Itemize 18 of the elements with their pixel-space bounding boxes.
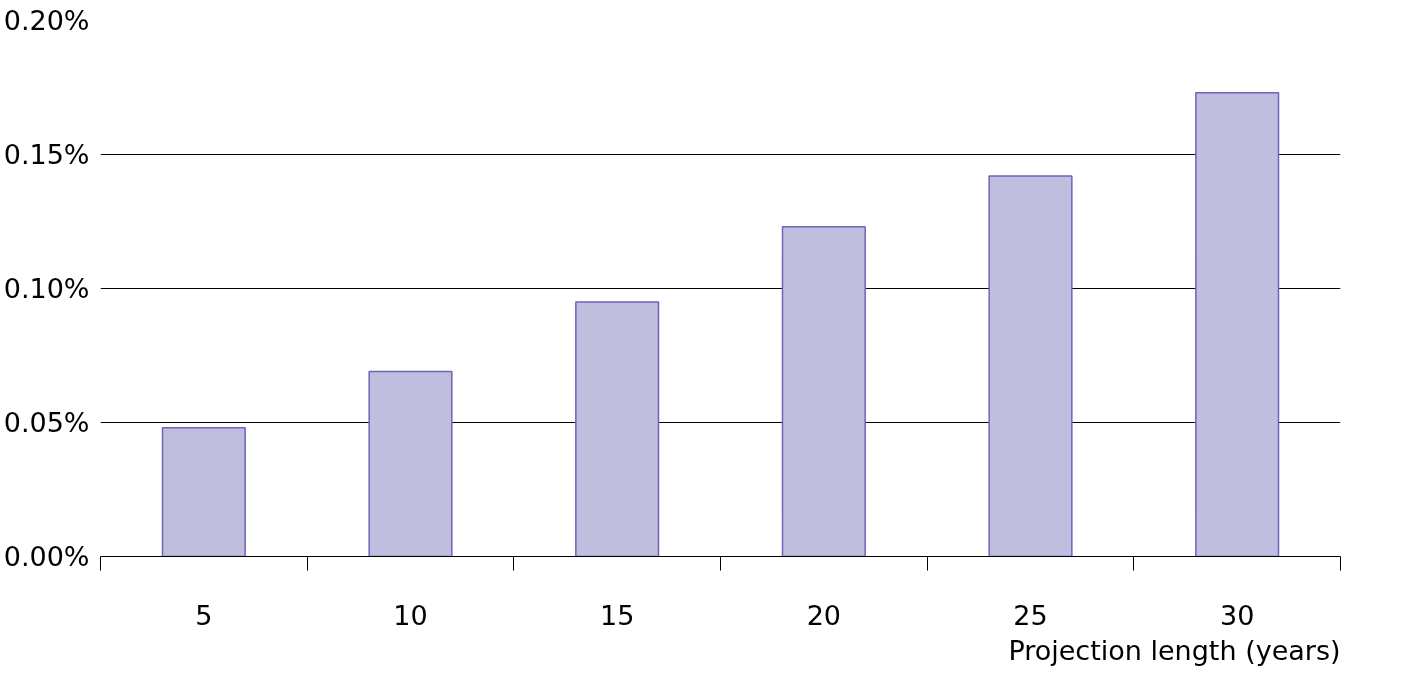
x-tick-label: 30 — [1219, 599, 1255, 631]
x-tick-label: 10 — [393, 599, 428, 631]
y-tick-label: 0.20% — [3, 5, 90, 36]
x-tick-label: 25 — [1013, 599, 1048, 631]
y-tick-label: 0.15% — [3, 139, 90, 170]
bar — [161, 427, 246, 557]
y-tick-label: 0.00% — [3, 541, 90, 572]
bar — [988, 175, 1073, 557]
x-tick-label: 15 — [599, 599, 635, 631]
x-tick-label: 20 — [806, 599, 842, 631]
y-tick-label: 0.05% — [3, 407, 90, 438]
bar — [1195, 92, 1280, 557]
bar — [368, 370, 453, 557]
bar — [575, 301, 660, 557]
x-axis-title: Projection length (years) — [1008, 634, 1341, 666]
x-tick-label: 5 — [195, 599, 213, 631]
y-tick-label: 0.10% — [3, 273, 90, 304]
bar — [781, 226, 866, 557]
